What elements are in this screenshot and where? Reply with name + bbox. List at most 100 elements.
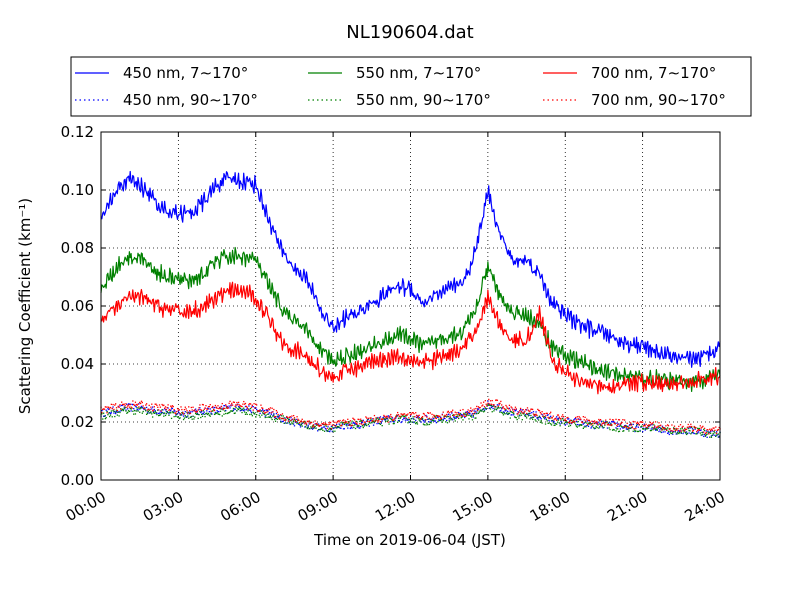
data-point [676, 433, 678, 435]
data-point [665, 428, 667, 430]
data-point [516, 418, 518, 421]
data-point [640, 421, 642, 423]
data-point [133, 403, 135, 406]
data-point [658, 426, 660, 428]
data-point [305, 424, 308, 426]
data-point [252, 411, 254, 413]
data-point [409, 415, 412, 417]
data-point [655, 429, 658, 431]
data-point [354, 419, 356, 421]
data-point [123, 403, 125, 405]
data-point [632, 423, 634, 426]
data-point [630, 424, 633, 426]
data-point [675, 427, 677, 430]
data-point [355, 420, 358, 423]
data-point [154, 411, 156, 413]
data-point [617, 423, 619, 425]
data-point [383, 418, 385, 420]
data-point [292, 420, 295, 422]
data-point [466, 413, 468, 415]
data-point [414, 415, 416, 418]
data-point [339, 427, 341, 429]
data-point [289, 416, 291, 418]
data-point [699, 429, 701, 432]
data-point [718, 436, 720, 438]
data-point [555, 423, 557, 425]
data-point [537, 418, 539, 420]
data-point [115, 409, 118, 411]
data-point [693, 425, 695, 428]
data-point [209, 415, 211, 417]
data-point [206, 412, 208, 414]
data-point [416, 423, 419, 425]
data-point [423, 421, 425, 423]
data-point [359, 427, 361, 429]
data-point [215, 406, 217, 408]
data-point [598, 421, 600, 423]
data-point [712, 432, 714, 435]
data-point [186, 410, 188, 412]
data-point [151, 410, 154, 412]
data-point [467, 409, 469, 411]
data-point [344, 420, 346, 422]
data-point [309, 423, 311, 425]
data-point [343, 428, 345, 430]
data-point [455, 417, 457, 419]
data-point [547, 422, 549, 424]
data-point [682, 425, 684, 428]
data-point [607, 423, 609, 425]
data-point [448, 420, 450, 422]
data-point [188, 406, 190, 408]
data-point [203, 413, 205, 416]
data-point [275, 417, 278, 420]
data-point [522, 408, 524, 411]
data-point [363, 425, 365, 427]
data-point [180, 413, 182, 416]
data-point [292, 423, 294, 425]
data-point [472, 416, 474, 418]
data-point [232, 401, 235, 403]
data-point [469, 410, 471, 412]
data-point [462, 419, 464, 421]
data-point [538, 415, 541, 417]
data-point [680, 432, 683, 434]
data-point [628, 428, 630, 430]
data-point [274, 420, 277, 422]
data-point [169, 408, 171, 411]
data-point [496, 407, 499, 409]
data-point [691, 425, 693, 428]
data-point [433, 419, 435, 422]
data-point [145, 404, 147, 406]
data-point [588, 422, 591, 425]
data-point [596, 422, 598, 424]
data-point [132, 403, 134, 406]
data-point [435, 414, 437, 417]
data-point [411, 412, 413, 414]
data-point [654, 421, 657, 423]
data-point [500, 409, 502, 412]
data-point [417, 417, 419, 419]
data-point [144, 407, 146, 409]
data-point [173, 410, 175, 412]
data-point [623, 419, 626, 421]
data-point [311, 428, 314, 430]
data-point [384, 417, 387, 419]
data-point [373, 414, 376, 417]
data-point [184, 406, 186, 408]
data-point [211, 413, 213, 415]
data-point [324, 424, 327, 426]
data-point [156, 413, 158, 416]
data-point [439, 419, 442, 422]
data-point [585, 426, 587, 428]
data-point [524, 410, 526, 412]
data-point [194, 408, 197, 410]
data-point [660, 431, 662, 433]
data-point [117, 405, 119, 407]
data-point [560, 417, 562, 420]
data-point [645, 428, 647, 430]
data-point [123, 406, 125, 408]
data-point [315, 423, 317, 425]
data-point [336, 426, 339, 429]
data-point [663, 427, 665, 429]
data-point [573, 419, 575, 421]
